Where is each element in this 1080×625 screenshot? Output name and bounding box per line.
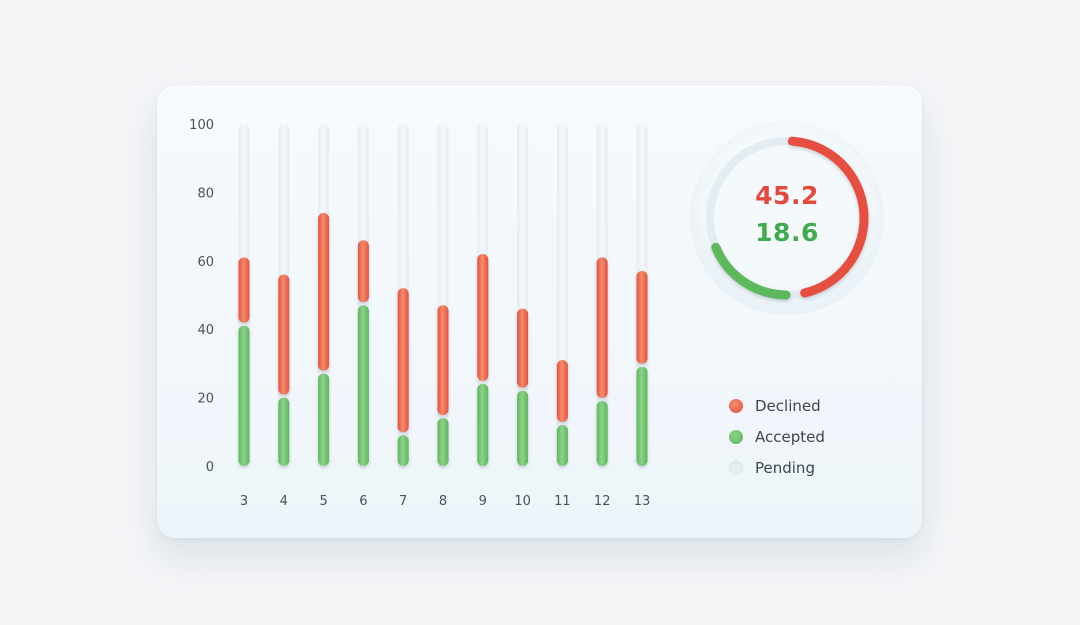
donut-accepted-arc[interactable] [711,242,791,300]
y-tick-label: 60 [197,255,214,270]
legend-label: Declined [755,396,821,415]
x-tick-label: 12 [594,494,611,509]
accepted-bar[interactable] [318,373,330,466]
x-tick-label: 3 [240,494,248,509]
x-tick-label: 5 [319,494,327,509]
declined-bar[interactable] [278,274,290,395]
accepted-bar[interactable] [596,401,608,466]
donut-chart: 45.2 18.6 [687,118,887,318]
declined-bar[interactable] [318,212,330,371]
x-tick-label: 4 [280,494,288,509]
y-tick-label: 0 [206,460,214,475]
accepted-bar[interactable] [636,366,648,466]
accepted-bar[interactable] [437,418,449,466]
donut-declined-arc[interactable] [787,136,869,298]
declined-bar[interactable] [596,257,608,399]
accepted-bar[interactable] [357,305,369,466]
x-tick-label: 10 [514,494,531,509]
legend-label: Pending [755,458,815,477]
accepted-bar[interactable] [477,383,489,466]
x-tick-label: 11 [554,494,571,509]
x-tick-label: 13 [634,494,651,509]
x-tick-label: 9 [479,494,487,509]
legend-label: Accepted [755,427,825,446]
accepted-dot-icon [729,429,743,444]
pending-dot-icon [729,460,743,475]
legend-item-accepted[interactable]: Accepted [729,421,825,452]
donut-svg [690,121,884,315]
declined-bar[interactable] [238,257,250,323]
y-tick-label: 40 [197,323,214,338]
declined-value: 45.2 [755,181,819,210]
accepted-bar[interactable] [278,397,290,466]
x-tick-label: 7 [399,494,407,509]
declined-bar[interactable] [437,305,449,416]
x-tick-label: 8 [439,494,447,509]
declined-bar[interactable] [397,288,409,433]
dashboard-card: 0 20 40 60 80 100 3 4 5 6 7 8 9 10 11 12 13 45.2 18.6 De… [157,86,922,538]
bar-chart: 0 20 40 60 80 100 3 4 5 6 7 8 9 10 11 12 13 [189,118,651,509]
y-tick-label: 20 [197,392,214,407]
accepted-bar[interactable] [517,390,529,466]
accepted-bar[interactable] [397,435,409,466]
y-tick-label: 80 [197,186,214,201]
legend-item-declined[interactable]: Declined [729,390,825,421]
x-tick-label: 6 [359,494,367,509]
declined-bar[interactable] [357,240,369,303]
accepted-bar[interactable] [556,424,568,466]
declined-bar[interactable] [636,271,648,364]
y-tick-label: 100 [189,118,214,133]
accepted-value: 18.6 [755,218,819,247]
accepted-bar[interactable] [238,325,250,466]
legend: Declined Accepted Pending [729,390,825,483]
declined-bar[interactable] [477,253,489,381]
legend-item-pending[interactable]: Pending [729,452,825,483]
declined-dot-icon [729,398,743,413]
declined-bar[interactable] [556,359,568,422]
declined-bar[interactable] [517,308,529,388]
donut-plate [690,121,884,315]
